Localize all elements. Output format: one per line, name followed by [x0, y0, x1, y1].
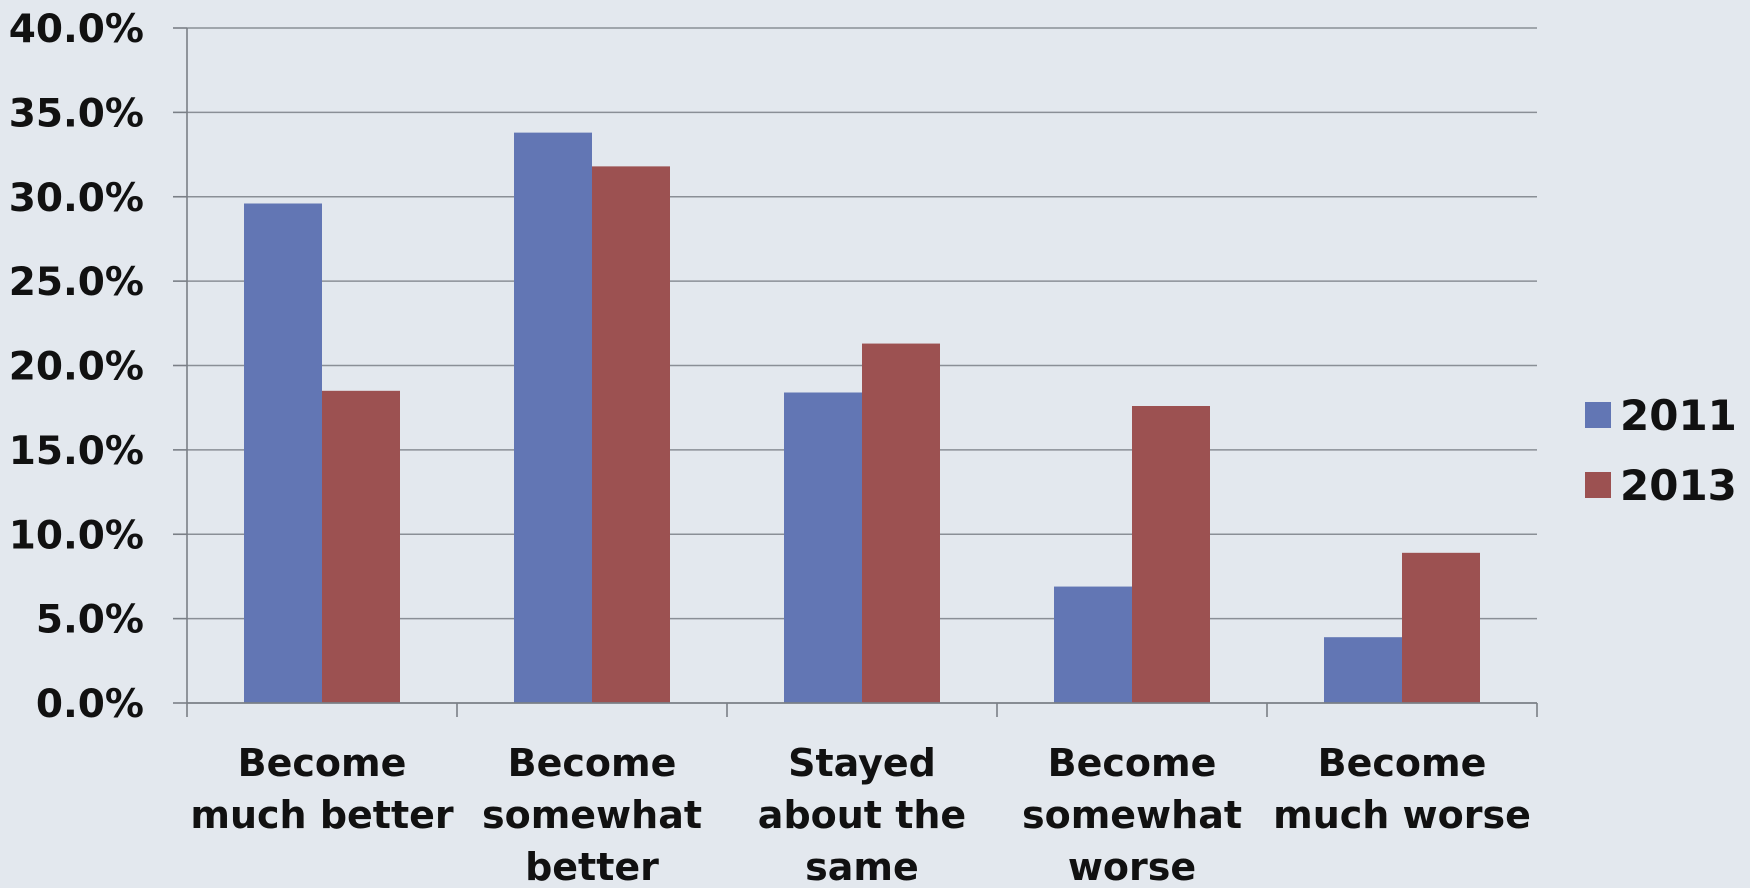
y-tick-label: 10.0%	[9, 513, 144, 558]
y-tick-label: 5.0%	[36, 598, 144, 643]
y-tick-label: 35.0%	[9, 91, 144, 136]
legend: 2011 2013	[1585, 391, 1737, 510]
bar-2013-2	[862, 343, 940, 703]
y-tick-label: 0.0%	[36, 682, 144, 727]
x-category-label: Become	[1048, 741, 1217, 785]
y-tick-label: 40.0%	[9, 7, 144, 52]
x-category-label: somewhat	[482, 793, 702, 837]
y-tick-label: 20.0%	[9, 345, 144, 390]
bar-2011-4	[1324, 637, 1402, 703]
y-tick-label: 15.0%	[9, 429, 144, 474]
legend-swatch-2013	[1585, 472, 1611, 498]
bar-2011-1	[514, 132, 592, 703]
bar-2011-3	[1054, 586, 1132, 703]
x-category-label: Become	[238, 741, 407, 785]
legend-label-2011: 2011	[1620, 391, 1737, 440]
y-tick-label: 25.0%	[9, 260, 144, 305]
x-category-label: much worse	[1273, 793, 1531, 837]
y-axis-ticks: 0.0% 5.0% 10.0% 15.0% 20.0% 25.0% 30.0% 35.0% 40…	[9, 7, 187, 727]
x-category-label: better	[525, 845, 659, 888]
y-tick-label: 30.0%	[9, 176, 144, 221]
bar-2011-2	[784, 392, 862, 703]
bar-2011-0	[244, 203, 322, 703]
legend-swatch-2011	[1585, 402, 1611, 428]
x-category-label: same	[805, 845, 919, 888]
x-category-label: worse	[1068, 845, 1196, 888]
bar-2013-4	[1402, 552, 1480, 703]
x-category-label: Stayed	[788, 741, 936, 785]
x-category-label: Become	[508, 741, 677, 785]
bars	[244, 132, 1480, 703]
x-category-label: somewhat	[1022, 793, 1242, 837]
bar-2013-1	[592, 166, 670, 703]
x-axis-category-labels: Become much better Become somewhat better Sta…	[190, 741, 1531, 888]
x-category-label: about the	[758, 793, 966, 837]
x-category-label: much better	[190, 793, 454, 837]
bar-2013-3	[1132, 406, 1210, 703]
bar-2013-0	[322, 390, 400, 703]
x-category-label: Become	[1318, 741, 1487, 785]
legend-label-2013: 2013	[1620, 461, 1737, 510]
x-axis	[186, 28, 1538, 717]
